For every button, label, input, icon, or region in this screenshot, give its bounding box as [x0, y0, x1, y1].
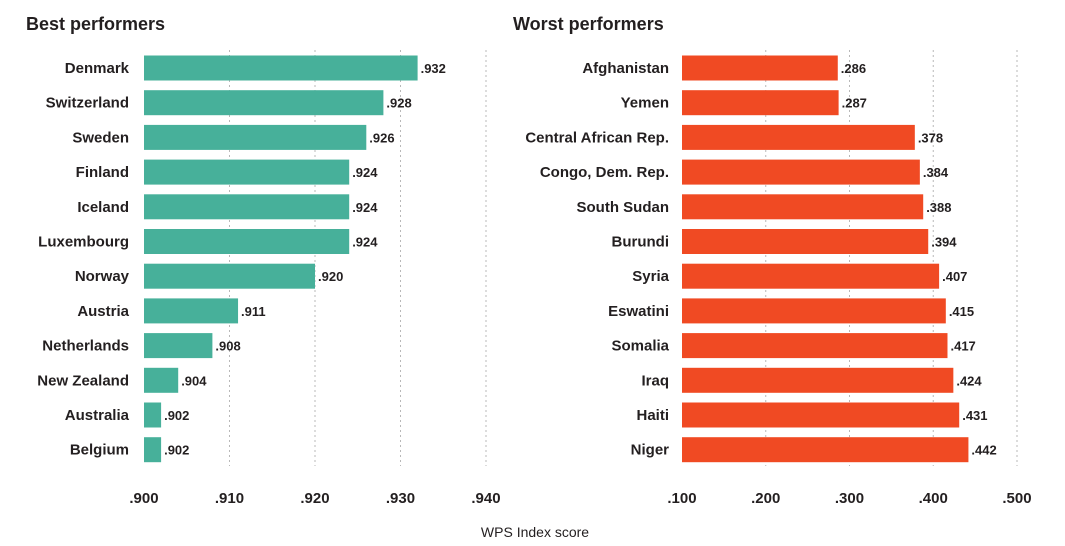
worst-bar	[682, 298, 946, 324]
best-value-label: .924	[352, 165, 378, 180]
best-category-label: Luxembourg	[38, 234, 129, 251]
worst-tick-label: .400	[919, 490, 948, 507]
worst-bar	[682, 194, 924, 220]
best-category-label: Switzerland	[46, 95, 129, 112]
best-bar	[144, 437, 162, 463]
best-bar	[144, 229, 350, 254]
worst-bar	[682, 367, 954, 393]
worst-value-label: .388	[926, 200, 951, 215]
worst-category-label: Yemen	[621, 95, 669, 112]
worst-bar	[682, 159, 920, 185]
worst-category-label: Haiti	[636, 407, 669, 424]
best-value-label: .904	[181, 373, 207, 388]
best-category-label: Finland	[76, 164, 129, 181]
worst-bar	[682, 263, 940, 289]
worst-category-label: Congo, Dem. Rep.	[540, 164, 669, 181]
best-category-label: Iceland	[77, 199, 129, 216]
worst-bar	[682, 55, 838, 81]
best-value-label: .932	[421, 61, 446, 76]
worst-bar	[682, 124, 915, 150]
worst-category-label: Iraq	[641, 372, 669, 389]
best-bar	[144, 367, 179, 393]
worst-category-label: Niger	[631, 442, 670, 459]
best-value-label: .924	[352, 235, 378, 250]
worst-value-label: .424	[956, 373, 982, 388]
best-value-label: .926	[369, 130, 394, 145]
best-tick-label: .920	[300, 490, 329, 507]
best-bar	[144, 90, 384, 116]
worst-value-label: .378	[918, 130, 943, 145]
worst-value-label: .286	[841, 61, 866, 76]
best-bar	[144, 402, 162, 428]
worst-category-label: Syria	[632, 268, 669, 285]
worst-category-label: Eswatini	[608, 303, 669, 320]
worst-category-label: Afghanistan	[582, 60, 669, 77]
worst-tick-label: .200	[751, 490, 780, 507]
worst-value-label: .431	[962, 408, 987, 423]
worst-performers-title: Worst performers	[513, 14, 664, 34]
best-category-label: Norway	[75, 268, 130, 285]
worst-tick-label: .300	[835, 490, 864, 507]
best-value-label: .924	[352, 200, 378, 215]
worst-value-label: .287	[842, 96, 867, 111]
best-bar	[144, 124, 367, 150]
worst-bar	[682, 229, 929, 254]
best-value-label: .911	[241, 304, 266, 319]
best-category-label: Denmark	[65, 60, 130, 77]
x-axis-title: WPS Index score	[481, 524, 589, 540]
best-value-label: .902	[164, 443, 189, 458]
worst-bar	[682, 402, 960, 428]
worst-value-label: .417	[950, 339, 975, 354]
worst-bar	[682, 437, 969, 463]
best-tick-label: .900	[129, 490, 158, 507]
best-value-label: .920	[318, 269, 343, 284]
best-tick-label: .910	[215, 490, 244, 507]
best-performers-title: Best performers	[26, 14, 165, 34]
worst-tick-label: .100	[667, 490, 696, 507]
worst-category-label: Central African Rep.	[525, 129, 669, 146]
best-category-label: Austria	[77, 303, 129, 320]
best-bar	[144, 159, 350, 185]
best-bar	[144, 55, 418, 81]
best-category-label: Netherlands	[42, 338, 129, 355]
worst-category-label: Burundi	[612, 234, 670, 251]
worst-value-label: .415	[949, 304, 974, 319]
worst-value-label: .384	[923, 165, 949, 180]
worst-category-label: South Sudan	[577, 199, 670, 216]
best-category-label: Belgium	[70, 442, 129, 459]
worst-performers-panel: Worst performers .100 .200 .300 .400 .500 Afg…	[513, 14, 1032, 507]
worst-value-label: .394	[931, 235, 957, 250]
worst-tick-label: .500	[1002, 490, 1031, 507]
worst-bar	[682, 333, 948, 359]
best-tick-label: .930	[386, 490, 415, 507]
worst-value-label: .442	[971, 443, 996, 458]
best-bar	[144, 194, 350, 220]
best-value-label: .908	[215, 339, 240, 354]
best-bar	[144, 298, 239, 324]
best-performers-panel: Best performers .900 .910 .920 .930 .940 Denm…	[26, 14, 501, 507]
best-category-label: Australia	[65, 407, 130, 424]
best-value-label: .902	[164, 408, 189, 423]
best-category-label: Sweden	[72, 129, 129, 146]
best-category-label: New Zealand	[37, 372, 129, 389]
worst-bar	[682, 90, 839, 116]
best-value-label: .928	[386, 96, 411, 111]
best-bar	[144, 333, 213, 359]
worst-category-label: Somalia	[611, 338, 669, 355]
best-tick-label: .940	[471, 490, 500, 507]
best-bar	[144, 263, 315, 289]
worst-value-label: .407	[942, 269, 967, 284]
